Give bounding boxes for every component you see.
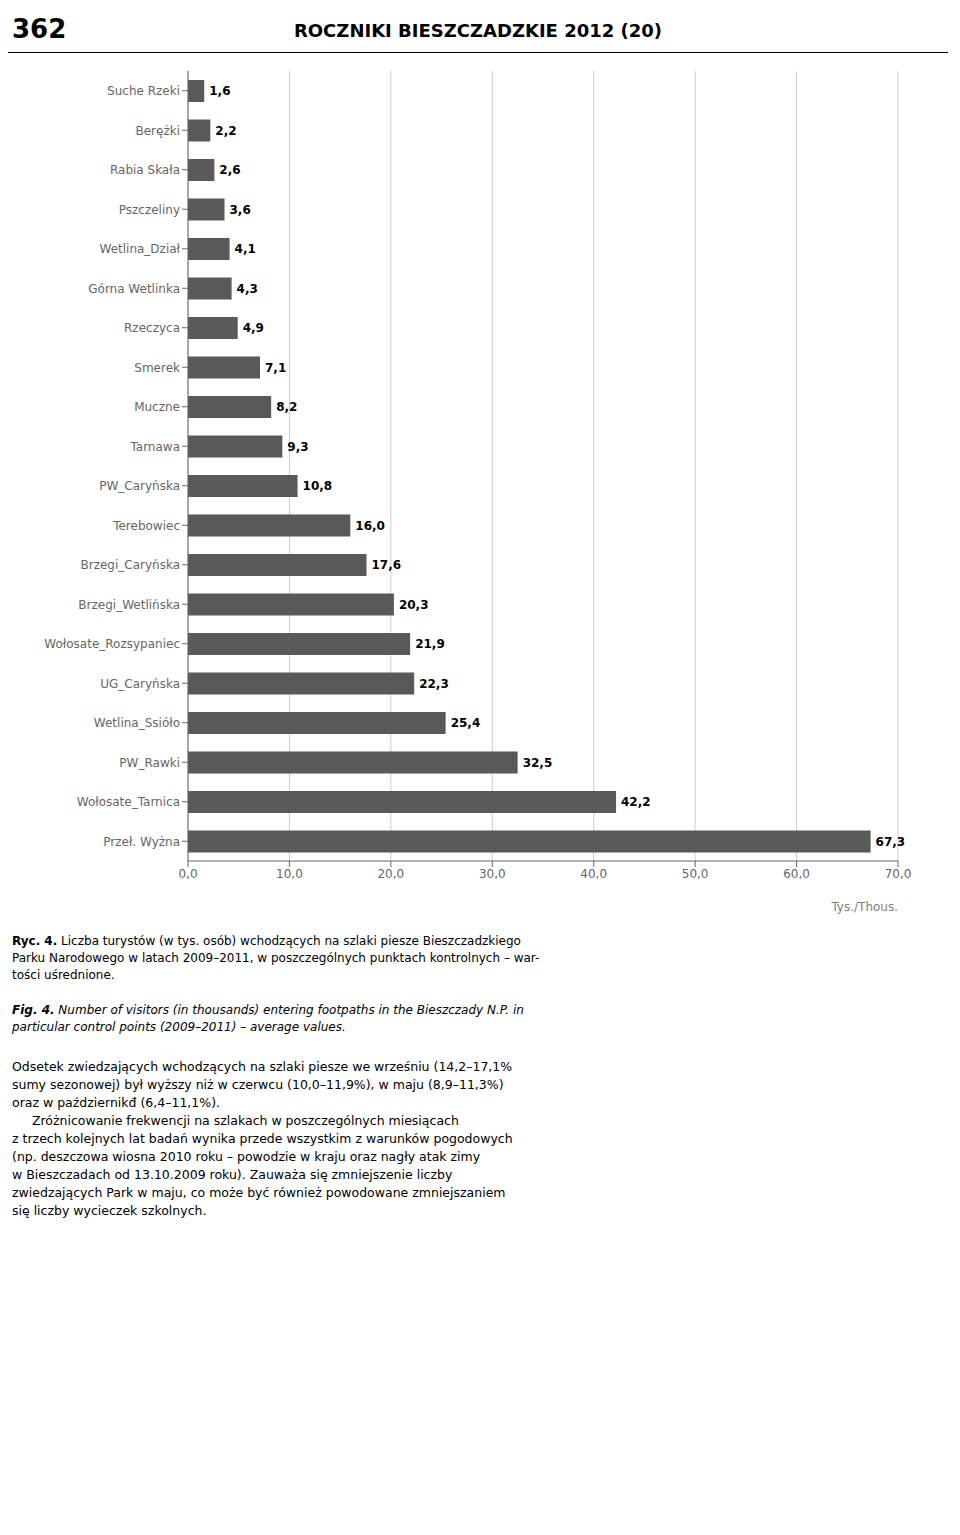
svg-text:Rzeczyca: Rzeczyca [124,321,180,335]
svg-text:Wołosate_Tarnica: Wołosate_Tarnica [77,795,180,809]
svg-text:Terebowiec: Terebowiec [112,519,180,533]
svg-text:4,3: 4,3 [237,282,258,296]
svg-text:Wetlina_Dział: Wetlina_Dział [99,242,180,256]
svg-text:PW_Caryńska: PW_Caryńska [99,479,180,493]
svg-text:60,0: 60,0 [783,867,810,881]
svg-text:Wetlina_Ssióło: Wetlina_Ssióło [94,716,180,730]
svg-text:32,5: 32,5 [523,756,553,770]
svg-text:50,0: 50,0 [682,867,709,881]
svg-text:Brzegi_Wetlińska: Brzegi_Wetlińska [78,598,180,612]
svg-text:UG_Caryńska: UG_Caryńska [100,677,180,691]
svg-text:25,4: 25,4 [451,716,481,730]
svg-text:Berężki: Berężki [135,124,180,138]
svg-text:70,0: 70,0 [885,867,912,881]
svg-text:2,6: 2,6 [219,163,240,177]
svg-text:17,6: 17,6 [372,558,402,572]
svg-text:30,0: 30,0 [479,867,506,881]
svg-text:21,9: 21,9 [415,637,445,651]
svg-text:Wołosate_Rozsypaniec: Wołosate_Rozsypaniec [44,637,180,651]
svg-text:3,6: 3,6 [230,203,251,217]
svg-text:Tarnawa: Tarnawa [129,440,180,454]
html-text:Odsetek zwiedzających wchodząc: Odsetek zwiedzających wchodzących na szl… [12,1059,513,1218]
svg-text:1,6: 1,6 [209,84,230,98]
svg-text:Tys./Thous.: Tys./Thous. [830,900,898,914]
svg-text:Brzegi_Caryńska: Brzegi_Caryńska [80,558,180,572]
svg-text:20,0: 20,0 [377,867,404,881]
svg-text:10,0: 10,0 [276,867,303,881]
svg-text:40,0: 40,0 [580,867,607,881]
html-text:ROCZNIKI BIESZCZADZKIE 2012 (2: ROCZNIKI BIESZCZADZKIE 2012 (20) [294,20,662,41]
svg-text:22,3: 22,3 [419,677,449,691]
svg-text:Suche Rzeki: Suche Rzeki [107,84,180,98]
svg-text:9,3: 9,3 [287,440,308,454]
svg-text:4,1: 4,1 [235,242,256,256]
svg-text:10,8: 10,8 [303,479,333,493]
svg-text:Rabia Skała: Rabia Skała [110,163,180,177]
html-text:362: 362 [12,14,67,44]
svg-text:4,9: 4,9 [243,321,264,335]
svg-text:PW_Rawki: PW_Rawki [119,756,180,770]
svg-text:8,2: 8,2 [276,400,297,414]
svg-text:Górna Wetlinka: Górna Wetlinka [88,282,180,296]
svg-text:67,3: 67,3 [876,835,906,849]
svg-text:Pszczeliny: Pszczeliny [119,203,180,217]
svg-text:Smerek: Smerek [134,361,180,375]
svg-text:7,1: 7,1 [265,361,286,375]
svg-text:Muczne: Muczne [134,400,180,414]
svg-text:2,2: 2,2 [215,124,236,138]
html-text:Fig. 4. Number of visitors (in: Fig. 4. Number of visitors (in thousands… [12,1003,524,1034]
html-text:Ryc. 4. Liczba turystów (w tys: Ryc. 4. Liczba turystów (w tys. osób) wc… [12,934,540,982]
svg-text:20,3: 20,3 [399,598,429,612]
svg-text:0,0: 0,0 [178,867,197,881]
svg-text:42,2: 42,2 [621,795,651,809]
svg-text:16,0: 16,0 [355,519,385,533]
svg-text:Przeł. Wyżna: Przeł. Wyżna [103,835,180,849]
